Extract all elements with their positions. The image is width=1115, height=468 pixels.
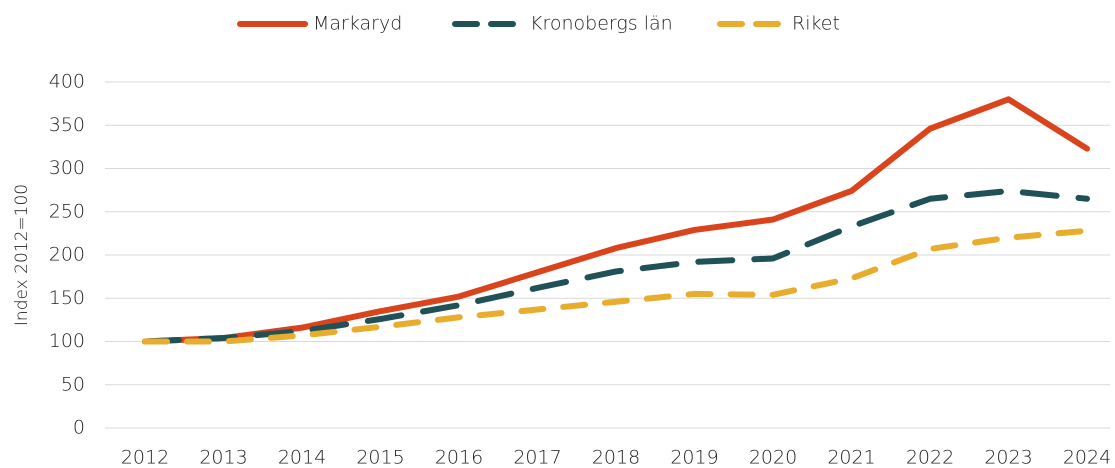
series-line — [142, 227, 1090, 345]
x-tick-label: 2016 — [435, 447, 483, 468]
x-tick-label: 2020 — [749, 447, 797, 468]
y-tick-label: 50 — [61, 373, 85, 395]
x-tick-label: 2023 — [984, 447, 1032, 468]
legend-label: Riket — [792, 13, 840, 35]
series-line — [142, 187, 1090, 345]
y-tick-label: 300 — [49, 157, 85, 179]
series-line — [142, 96, 1090, 345]
x-tick-label: 2021 — [827, 447, 875, 468]
legend-label: Markaryd — [313, 13, 402, 35]
y-tick-label: 350 — [49, 114, 85, 136]
x-tick-label: 2014 — [278, 447, 326, 468]
x-tick-label: 2012 — [121, 447, 169, 468]
x-tick-label: 2013 — [199, 447, 247, 468]
x-tick-label: 2022 — [906, 447, 954, 468]
y-tick-label: 100 — [49, 330, 85, 352]
y-axis-label: Index 2012=100 — [12, 184, 32, 326]
y-tick-label: 150 — [49, 287, 85, 309]
y-tick-label: 400 — [49, 71, 85, 93]
x-tick-label: 2015 — [356, 447, 404, 468]
x-tick-label: 2017 — [513, 447, 561, 468]
x-tick-label: 2019 — [670, 447, 718, 468]
x-tick-label: 2018 — [592, 447, 640, 468]
y-tick-label: 200 — [49, 244, 85, 266]
x-tick-label: 2024 — [1063, 447, 1111, 468]
y-tick-label: 0 — [73, 417, 85, 439]
y-tick-label: 250 — [49, 200, 85, 222]
legend-label: Kronobergs län — [530, 13, 673, 35]
